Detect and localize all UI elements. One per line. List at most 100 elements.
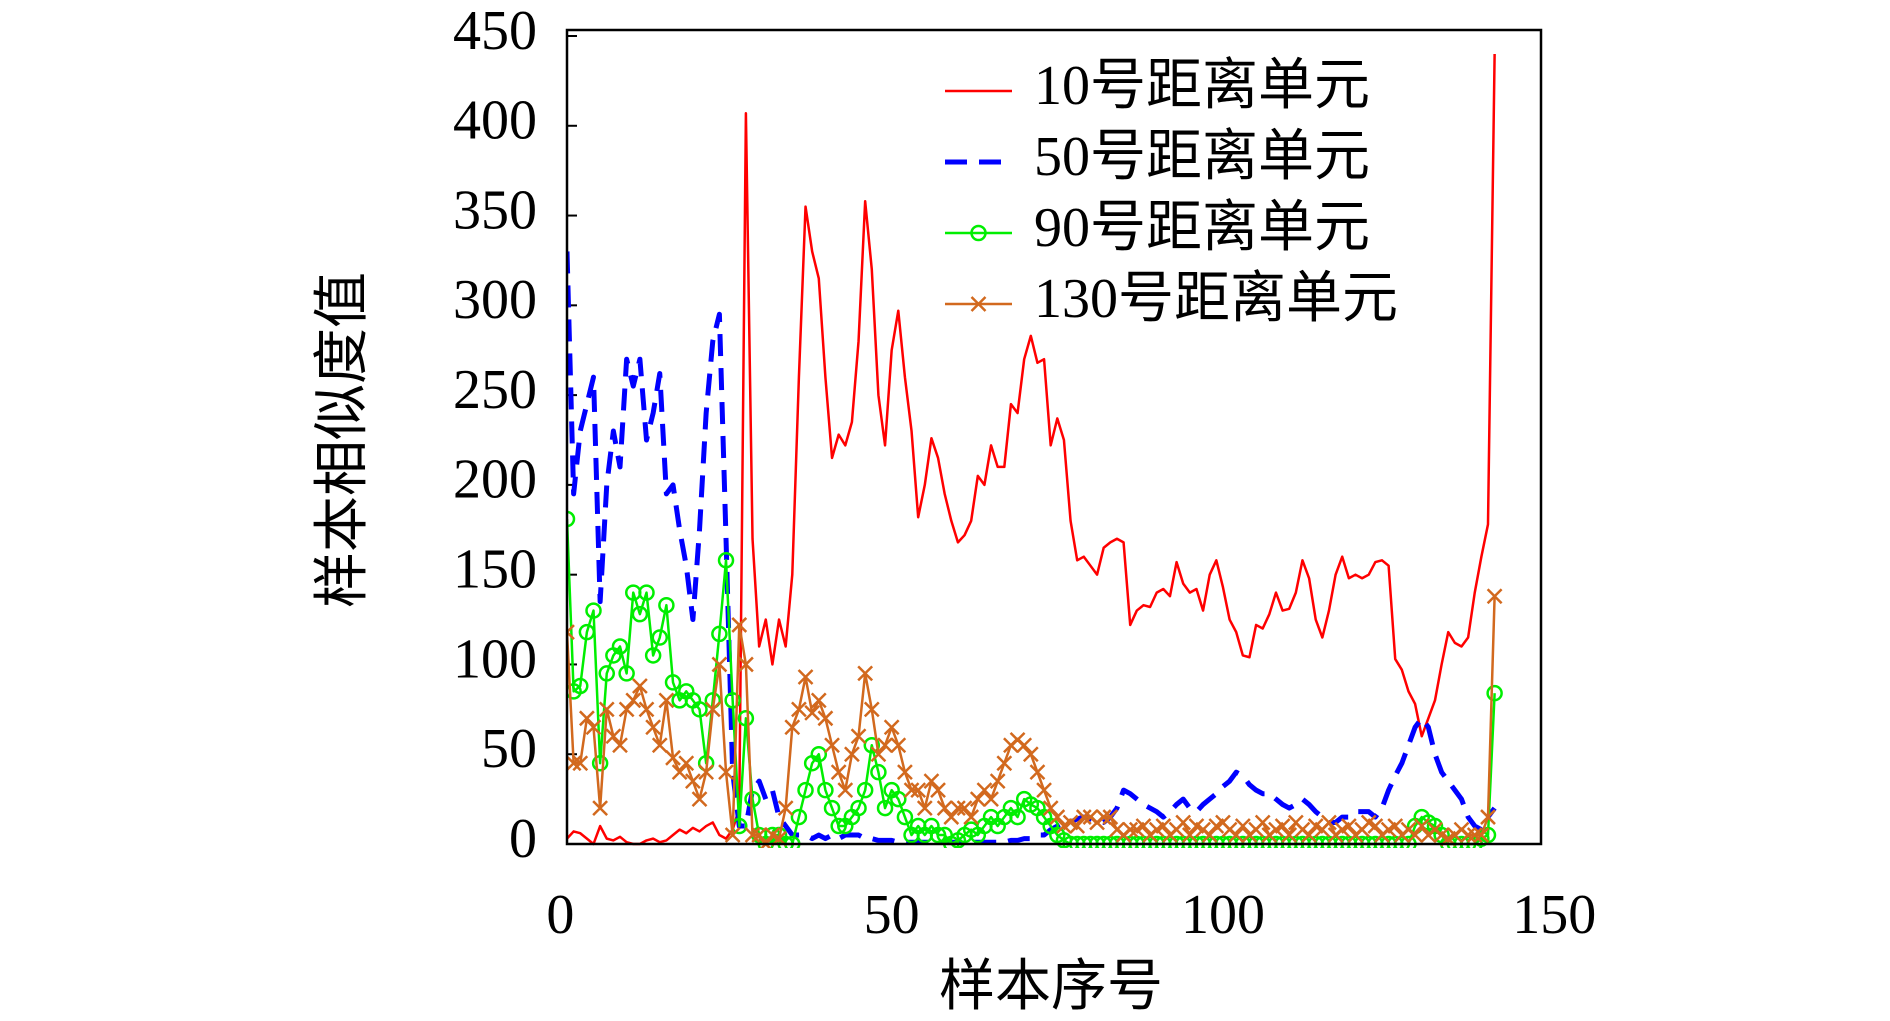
marker xyxy=(598,701,615,718)
marker xyxy=(976,782,993,799)
marker xyxy=(612,737,628,754)
marker xyxy=(936,800,953,816)
marker xyxy=(651,737,668,754)
marker xyxy=(856,781,874,799)
marker xyxy=(1042,800,1059,816)
marker xyxy=(1175,814,1192,831)
marker xyxy=(638,584,655,601)
marker xyxy=(691,791,708,807)
marker xyxy=(790,808,808,826)
marker xyxy=(1281,827,1298,843)
marker xyxy=(1486,684,1503,702)
marker xyxy=(804,705,821,721)
marker xyxy=(996,755,1013,772)
marker xyxy=(1460,827,1477,843)
marker xyxy=(1413,818,1430,834)
marker xyxy=(823,799,841,817)
marker xyxy=(1016,737,1033,754)
marker xyxy=(567,755,582,772)
marker xyxy=(791,701,807,718)
marker xyxy=(1029,764,1046,781)
marker xyxy=(718,764,734,781)
x-axis-label: 样本序号 xyxy=(939,956,1163,1018)
marker xyxy=(1234,818,1251,834)
marker xyxy=(943,809,960,825)
marker xyxy=(572,755,589,772)
marker xyxy=(1102,809,1119,825)
marker xyxy=(1367,818,1384,834)
marker xyxy=(830,817,847,835)
marker xyxy=(711,656,728,673)
y-tick-label: 450 xyxy=(453,0,537,62)
marker xyxy=(671,764,688,781)
marker xyxy=(824,737,840,754)
marker xyxy=(664,674,682,691)
marker xyxy=(658,692,675,709)
marker xyxy=(890,737,907,754)
marker xyxy=(983,791,999,807)
marker xyxy=(698,764,715,781)
marker xyxy=(963,809,980,825)
marker xyxy=(631,605,649,623)
marker xyxy=(777,800,794,816)
marker xyxy=(950,800,966,816)
marker xyxy=(578,710,595,727)
legend-marker xyxy=(970,296,987,312)
y-tick-label: 300 xyxy=(453,269,537,331)
series-line xyxy=(567,251,1497,845)
marker xyxy=(817,710,834,727)
marker xyxy=(876,799,894,817)
marker xyxy=(844,746,860,763)
legend: 10号距离单元 50号距离单元 90号距离单元 130号距离单元 xyxy=(945,55,1398,330)
series-line xyxy=(567,53,1496,846)
marker xyxy=(592,800,609,816)
x-tick-label: 50 xyxy=(864,884,920,946)
marker xyxy=(929,826,947,844)
y-tick-label: 250 xyxy=(453,359,537,421)
marker xyxy=(1036,782,1052,799)
marker xyxy=(810,692,827,709)
marker xyxy=(1274,818,1291,834)
x-tick-label: 100 xyxy=(1181,884,1265,946)
y-tick-label: 400 xyxy=(453,90,537,152)
marker xyxy=(850,799,867,817)
marker xyxy=(1387,818,1404,834)
marker xyxy=(598,665,616,682)
marker xyxy=(1340,818,1357,834)
marker xyxy=(678,755,695,772)
marker xyxy=(1254,814,1271,831)
marker xyxy=(645,719,662,736)
y-tick-label: 350 xyxy=(453,179,537,241)
marker xyxy=(704,701,721,718)
marker xyxy=(1022,746,1039,763)
marker xyxy=(567,510,576,528)
marker xyxy=(830,764,847,781)
marker xyxy=(632,678,648,694)
marker xyxy=(1201,827,1218,843)
y-axis-label: 样本相似度值 xyxy=(312,272,374,608)
marker xyxy=(611,638,629,655)
marker xyxy=(784,719,801,736)
marker xyxy=(1228,827,1245,843)
marker xyxy=(903,782,920,799)
marker xyxy=(916,800,933,816)
marker xyxy=(567,624,575,641)
marker xyxy=(744,827,761,843)
marker xyxy=(691,701,708,718)
y-tick-label: 200 xyxy=(453,449,537,511)
marker xyxy=(724,692,741,709)
marker xyxy=(969,791,986,807)
marker xyxy=(737,710,755,727)
marker xyxy=(605,728,622,745)
y-tick-label: 100 xyxy=(453,628,537,690)
marker xyxy=(731,617,748,633)
marker xyxy=(1407,827,1423,843)
marker xyxy=(1009,808,1026,826)
marker xyxy=(618,701,635,718)
x-tick-label: 150 xyxy=(1512,884,1596,946)
y-tick-label: 50 xyxy=(481,718,537,780)
marker xyxy=(896,808,914,826)
marker xyxy=(585,719,602,736)
marker xyxy=(923,773,940,790)
